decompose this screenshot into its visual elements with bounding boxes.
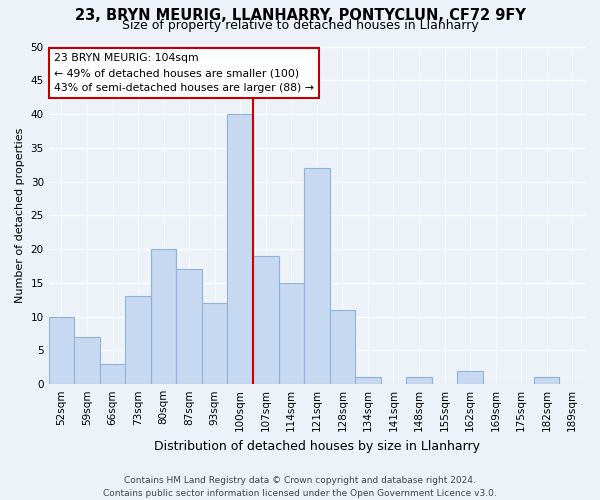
Text: 23 BRYN MEURIG: 104sqm
← 49% of detached houses are smaller (100)
43% of semi-de: 23 BRYN MEURIG: 104sqm ← 49% of detached… [54, 54, 314, 93]
Bar [253, 256, 278, 384]
Text: Contains HM Land Registry data © Crown copyright and database right 2024.
Contai: Contains HM Land Registry data © Crown c… [103, 476, 497, 498]
Bar [329, 310, 355, 384]
Text: Size of property relative to detached houses in Llanharry: Size of property relative to detached ho… [122, 19, 478, 32]
Bar [100, 364, 125, 384]
Bar [278, 283, 304, 384]
Bar [202, 303, 227, 384]
Bar [534, 378, 559, 384]
Bar [125, 296, 151, 384]
Bar [176, 270, 202, 384]
X-axis label: Distribution of detached houses by size in Llanharry: Distribution of detached houses by size … [154, 440, 480, 452]
Bar [49, 316, 74, 384]
Y-axis label: Number of detached properties: Number of detached properties [15, 128, 25, 303]
Bar [304, 168, 329, 384]
Bar [406, 378, 432, 384]
Text: 23, BRYN MEURIG, LLANHARRY, PONTYCLUN, CF72 9FY: 23, BRYN MEURIG, LLANHARRY, PONTYCLUN, C… [74, 8, 526, 22]
Bar [151, 249, 176, 384]
Bar [457, 370, 483, 384]
Bar [227, 114, 253, 384]
Bar [74, 337, 100, 384]
Bar [355, 378, 380, 384]
